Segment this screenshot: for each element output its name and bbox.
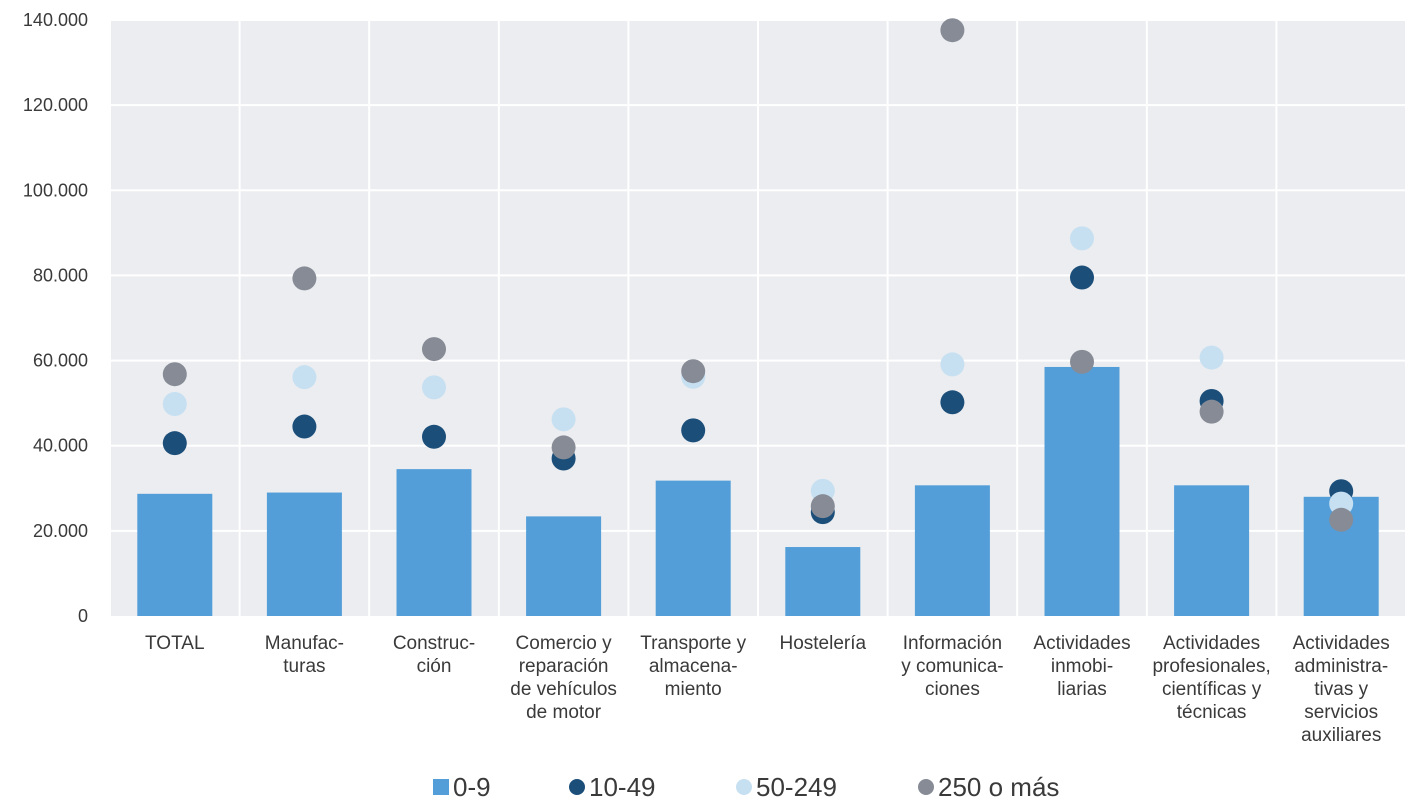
y-tick-label: 80.000	[33, 265, 88, 285]
dot-series	[162, 18, 1354, 532]
x-tick-label-line: Comercio y	[516, 633, 613, 654]
data-point	[551, 407, 576, 432]
y-tick-label: 120.000	[23, 95, 88, 115]
x-tick-label-line: liarias	[1057, 679, 1107, 700]
data-point	[940, 352, 965, 377]
x-tick-label-line: reparación	[519, 656, 609, 677]
x-tick-label: Actividades administra-tivas y servicios au…	[1293, 633, 1390, 746]
data-point	[422, 424, 446, 449]
y-tick-label: 60.000	[33, 351, 88, 371]
x-tick-label-line: turas	[283, 656, 325, 677]
data-point	[940, 18, 965, 43]
x-tick-label-line: auxiliares	[1301, 725, 1381, 746]
x-tick-label-line: de motor	[526, 702, 602, 723]
x-tick-label-line: Actividades	[1033, 633, 1130, 654]
x-tick-label-line: profesionales,	[1152, 656, 1270, 677]
x-tick-label-line: Actividades	[1163, 633, 1260, 654]
x-tick-label-line: almacena-	[649, 656, 738, 677]
x-tick-label: Información y comunica-ciones	[901, 633, 1003, 700]
data-point	[422, 337, 446, 362]
bar	[655, 480, 731, 616]
x-tick-label: TOTAL	[145, 633, 204, 654]
x-tick-label: Actividades inmobi-liarias	[1033, 633, 1130, 700]
x-tick-label-line: técnicas	[1177, 702, 1247, 723]
x-tick-label-line: Manufac-	[265, 633, 344, 654]
data-point	[292, 414, 317, 439]
x-axis: TOTAL Manufac-turas Construc-ción Comercio …	[145, 633, 1390, 746]
x-tick-label-line: inmobi-	[1051, 656, 1113, 677]
legend: 0-9 10-49 50-249 250 o más	[433, 772, 1059, 802]
x-tick-label-line: y comunica-	[901, 656, 1003, 677]
x-tick-label-line: tivas y	[1314, 679, 1368, 700]
x-tick-label: Comercio y reparación de vehículos de motor	[510, 633, 617, 723]
legend-label: 0-9	[453, 772, 491, 802]
x-tick-label-line: Información	[903, 633, 1002, 654]
bar	[1174, 485, 1250, 616]
x-tick-label-line: de vehículos	[510, 679, 617, 700]
x-tick-label-line: Transporte y	[640, 633, 746, 654]
x-tick-label-line: Actividades	[1293, 633, 1390, 654]
legend-label: 50-249	[756, 772, 837, 802]
x-tick-label: Actividades profesionales, científicas y té…	[1152, 633, 1270, 723]
y-tick-label: 0	[78, 606, 88, 626]
data-point	[292, 266, 317, 291]
legend-label: 250 o más	[938, 772, 1059, 802]
y-tick-label: 20.000	[33, 521, 88, 541]
legend-marker	[569, 779, 585, 795]
x-tick-label-line: ción	[417, 656, 452, 677]
x-tick-label: Manufac-turas	[265, 633, 344, 677]
data-point	[422, 375, 446, 400]
data-point	[681, 359, 706, 384]
x-tick-label-line: Hostelería	[779, 633, 866, 654]
data-point	[551, 435, 576, 460]
bar	[914, 485, 990, 616]
legend-swatch	[433, 779, 449, 795]
data-point	[1199, 399, 1224, 424]
x-tick-label: Hostelería	[779, 633, 866, 654]
bar	[396, 469, 472, 616]
legend-label: 10-49	[589, 772, 656, 802]
y-axis: 0 20.000 40.000 60.000 80.000 100.000 120.000 1…	[23, 10, 88, 626]
data-point	[292, 365, 317, 390]
bar	[266, 492, 342, 616]
x-tick-label-line: Construc-	[393, 633, 475, 654]
data-point	[1070, 265, 1094, 290]
data-point	[162, 362, 187, 387]
x-tick-label: Construc-ción	[393, 633, 475, 677]
data-point	[1070, 226, 1094, 251]
data-point	[162, 391, 187, 416]
x-tick-label: Transporte y almacena-miento	[640, 633, 746, 700]
y-tick-label: 40.000	[33, 436, 88, 456]
x-tick-label-line: administra-	[1294, 656, 1388, 677]
data-point	[1070, 349, 1094, 374]
bar	[526, 516, 602, 616]
legend-marker	[736, 779, 752, 795]
bar	[1044, 366, 1120, 616]
data-point	[681, 418, 706, 443]
x-tick-label-line: miento	[665, 679, 722, 700]
x-tick-label-line: TOTAL	[145, 633, 204, 654]
data-point	[1199, 345, 1224, 370]
y-tick-label: 100.000	[23, 180, 88, 200]
x-tick-label-line: ciones	[925, 679, 980, 700]
data-point	[810, 494, 835, 519]
x-tick-label-line: científicas y	[1162, 679, 1262, 700]
bar-series	[137, 366, 1379, 616]
bar	[785, 547, 861, 616]
data-point	[1329, 507, 1354, 532]
y-tick-label: 140.000	[23, 10, 88, 30]
data-point	[940, 390, 965, 415]
data-point	[162, 431, 187, 456]
legend-marker	[918, 779, 934, 795]
x-tick-label-line: servicios	[1304, 702, 1378, 723]
bar	[137, 493, 213, 616]
